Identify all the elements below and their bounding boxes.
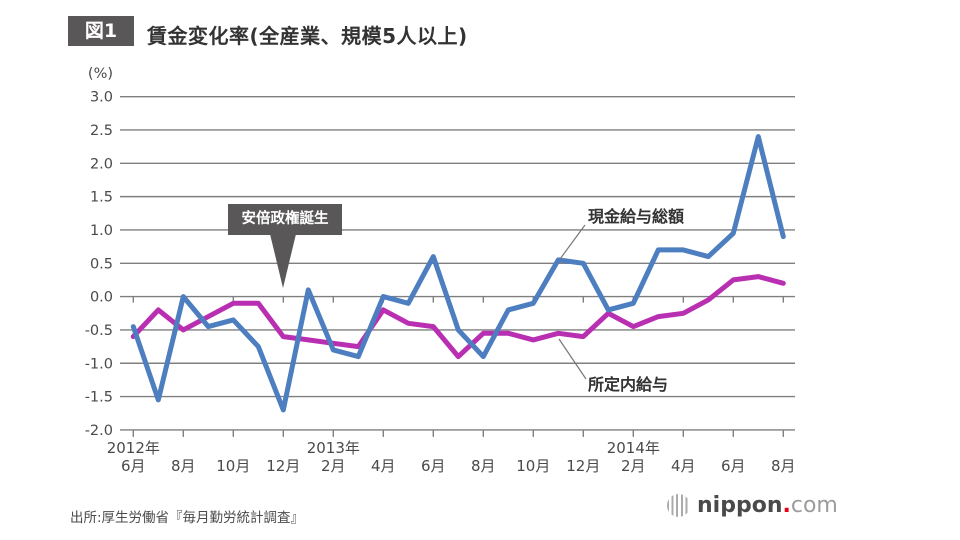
x-year-label: 2014年 bbox=[607, 439, 660, 457]
x-tick-label: 4月 bbox=[371, 457, 396, 475]
leader-line-scheduled bbox=[558, 338, 587, 380]
x-tick-label: 8月 bbox=[771, 457, 796, 475]
logo-dot: . bbox=[782, 493, 791, 518]
page-title: 賃金変化率(全産業、規模5人以上) bbox=[147, 24, 468, 48]
y-tick-label: 0.0 bbox=[90, 290, 113, 306]
x-tick-label: 6月 bbox=[421, 457, 446, 475]
logo-word-com: com bbox=[790, 493, 838, 518]
y-axis-unit-label: (%) bbox=[88, 66, 113, 82]
y-tick-label: -1.0 bbox=[85, 356, 113, 372]
nippon-globe-icon bbox=[667, 494, 690, 517]
annotation-pointer bbox=[270, 234, 296, 288]
y-tick-label: -2.0 bbox=[85, 423, 113, 439]
y-tick-label: 0.5 bbox=[90, 256, 113, 272]
x-tick-label: 10月 bbox=[216, 457, 250, 475]
y-tick-label: -1.5 bbox=[85, 390, 113, 406]
y-tick-label: 1.0 bbox=[90, 223, 113, 239]
x-tick-label: 6月 bbox=[721, 457, 746, 475]
source-note: 出所:厚生労働省『毎月勤労統計調査』 bbox=[70, 510, 305, 526]
logo-word-nippon: nippon bbox=[697, 493, 783, 518]
figure-badge: 図1 bbox=[68, 16, 134, 46]
series-line-0 bbox=[130, 134, 786, 413]
x-tick-label: 12月 bbox=[266, 457, 300, 475]
x-tick-label: 8月 bbox=[171, 457, 196, 475]
x-tick-label: 12月 bbox=[566, 457, 600, 475]
x-tick-label: 2月 bbox=[321, 457, 346, 475]
x-year-label: 2013年 bbox=[307, 439, 360, 457]
series-label-scheduled-earnings: 所定内給与 bbox=[588, 375, 669, 394]
y-tick-label: 3.0 bbox=[90, 90, 113, 106]
x-tick-label: 6月 bbox=[121, 457, 146, 475]
x-tick-label: 4月 bbox=[671, 457, 696, 475]
annotation-callout: 安倍政権誕生 bbox=[228, 204, 342, 235]
series-label-cash-earnings: 現金給与総額 bbox=[588, 207, 685, 226]
series-line-1 bbox=[130, 274, 786, 360]
y-tick-label: 1.5 bbox=[90, 190, 113, 206]
x-tick-label: 10月 bbox=[516, 457, 550, 475]
y-tick-label: 2.0 bbox=[90, 156, 113, 172]
y-tick-label: 2.5 bbox=[90, 123, 113, 139]
nippon-logo: nippon.com bbox=[667, 494, 838, 517]
nippon-logo-text: nippon.com bbox=[697, 494, 838, 517]
y-tick-label: -0.5 bbox=[85, 323, 113, 339]
x-tick-label: 2月 bbox=[621, 457, 646, 475]
x-year-label: 2012年 bbox=[107, 439, 160, 457]
leader-line-cash bbox=[559, 224, 586, 260]
x-tick-label: 8月 bbox=[471, 457, 496, 475]
